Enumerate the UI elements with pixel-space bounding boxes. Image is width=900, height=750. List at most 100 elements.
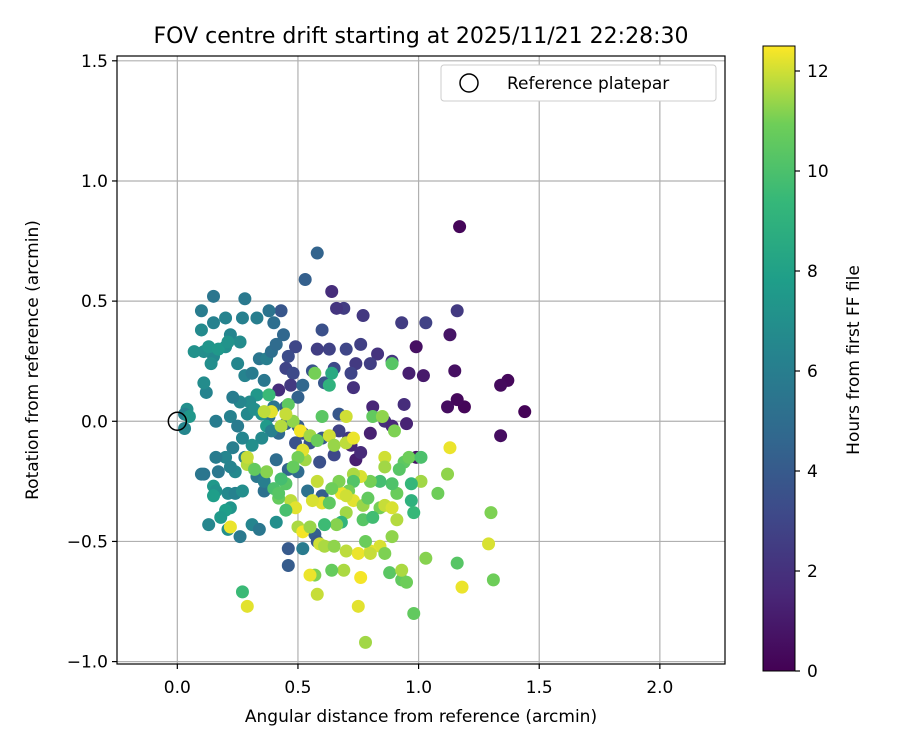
data-point — [245, 438, 259, 452]
data-point — [296, 378, 310, 392]
data-point — [416, 369, 430, 383]
data-point — [240, 450, 254, 464]
data-point — [207, 316, 221, 330]
data-point — [178, 421, 192, 435]
data-point — [373, 474, 387, 488]
data-point — [289, 340, 303, 354]
y-tick-label: 1.0 — [81, 172, 108, 192]
data-point — [366, 510, 380, 524]
data-point — [260, 465, 274, 479]
data-point — [187, 345, 201, 359]
data-point — [235, 311, 249, 325]
data-point — [286, 460, 300, 474]
data-point — [272, 383, 286, 397]
legend-box — [440, 64, 717, 102]
data-point — [310, 587, 324, 601]
data-point — [494, 378, 508, 392]
data-point — [298, 272, 312, 286]
data-point — [257, 405, 271, 419]
data-point — [330, 301, 344, 315]
colorbar-ticks: 0 2 4 6 8 10 12 — [795, 62, 829, 682]
data-point — [400, 417, 414, 431]
data-point — [349, 357, 363, 371]
data-point — [194, 323, 208, 337]
data-point — [390, 486, 404, 500]
data-point — [450, 304, 464, 318]
data-point — [409, 340, 423, 354]
colorbar-tick-label: 8 — [807, 262, 818, 282]
data-point — [385, 357, 399, 371]
data-point — [281, 558, 295, 572]
data-point — [281, 349, 295, 363]
data-point — [207, 489, 221, 503]
data-point — [378, 546, 392, 560]
data-point — [223, 520, 237, 534]
data-point — [453, 220, 467, 234]
data-point — [267, 316, 281, 330]
data-point — [448, 364, 462, 378]
colorbar-tick-label: 6 — [807, 362, 818, 382]
data-point — [207, 289, 221, 303]
data-point — [484, 506, 498, 520]
data-point — [450, 556, 464, 570]
data-point — [269, 337, 283, 351]
data-point — [443, 441, 457, 455]
data-point — [245, 366, 259, 380]
data-point — [322, 429, 336, 443]
data-point — [378, 460, 392, 474]
data-point — [310, 434, 324, 448]
data-point — [395, 563, 409, 577]
data-point — [346, 431, 360, 445]
data-point — [375, 409, 389, 423]
data-point — [383, 566, 397, 580]
data-point — [441, 400, 455, 414]
grid-lines — [117, 56, 725, 664]
data-point — [209, 450, 223, 464]
data-point — [361, 491, 375, 505]
data-point — [378, 450, 392, 464]
data-point — [313, 455, 327, 469]
data-point — [248, 462, 262, 476]
data-point — [255, 431, 269, 445]
data-point — [339, 409, 353, 423]
data-point — [284, 378, 298, 392]
data-point — [325, 563, 339, 577]
y-axis-ticks: −1.0 −0.5 0.0 0.5 1.0 1.5 — [67, 52, 117, 673]
data-point — [202, 518, 216, 532]
data-point — [269, 453, 283, 467]
data-point — [223, 460, 237, 474]
data-point — [346, 381, 360, 395]
y-tick-label: 1.5 — [81, 52, 108, 72]
data-point — [209, 414, 223, 428]
data-point — [235, 585, 249, 599]
data-point — [322, 378, 336, 392]
data-point — [450, 393, 464, 407]
data-point — [276, 328, 290, 342]
data-point — [387, 424, 401, 438]
data-point — [301, 484, 315, 498]
data-point — [385, 501, 399, 515]
data-point — [366, 409, 380, 423]
data-point — [354, 570, 368, 584]
data-point — [262, 304, 276, 318]
data-point — [397, 397, 411, 411]
reference-platepar-marker — [167, 411, 188, 432]
colorbar-tick-label: 2 — [807, 562, 818, 582]
data-point — [441, 467, 455, 481]
data-point — [402, 450, 416, 464]
data-point — [346, 474, 360, 488]
data-point — [385, 530, 399, 544]
colorbar-tick-label: 10 — [807, 162, 829, 182]
colorbar-gradient — [763, 46, 795, 671]
data-point — [226, 390, 240, 404]
x-tick-label: 1.5 — [526, 678, 553, 698]
data-point — [233, 530, 247, 544]
data-point — [235, 431, 249, 445]
data-point — [279, 503, 293, 517]
data-point — [359, 635, 373, 649]
data-point — [221, 335, 235, 349]
data-point — [226, 441, 240, 455]
data-point — [257, 373, 271, 387]
data-point — [219, 311, 233, 325]
